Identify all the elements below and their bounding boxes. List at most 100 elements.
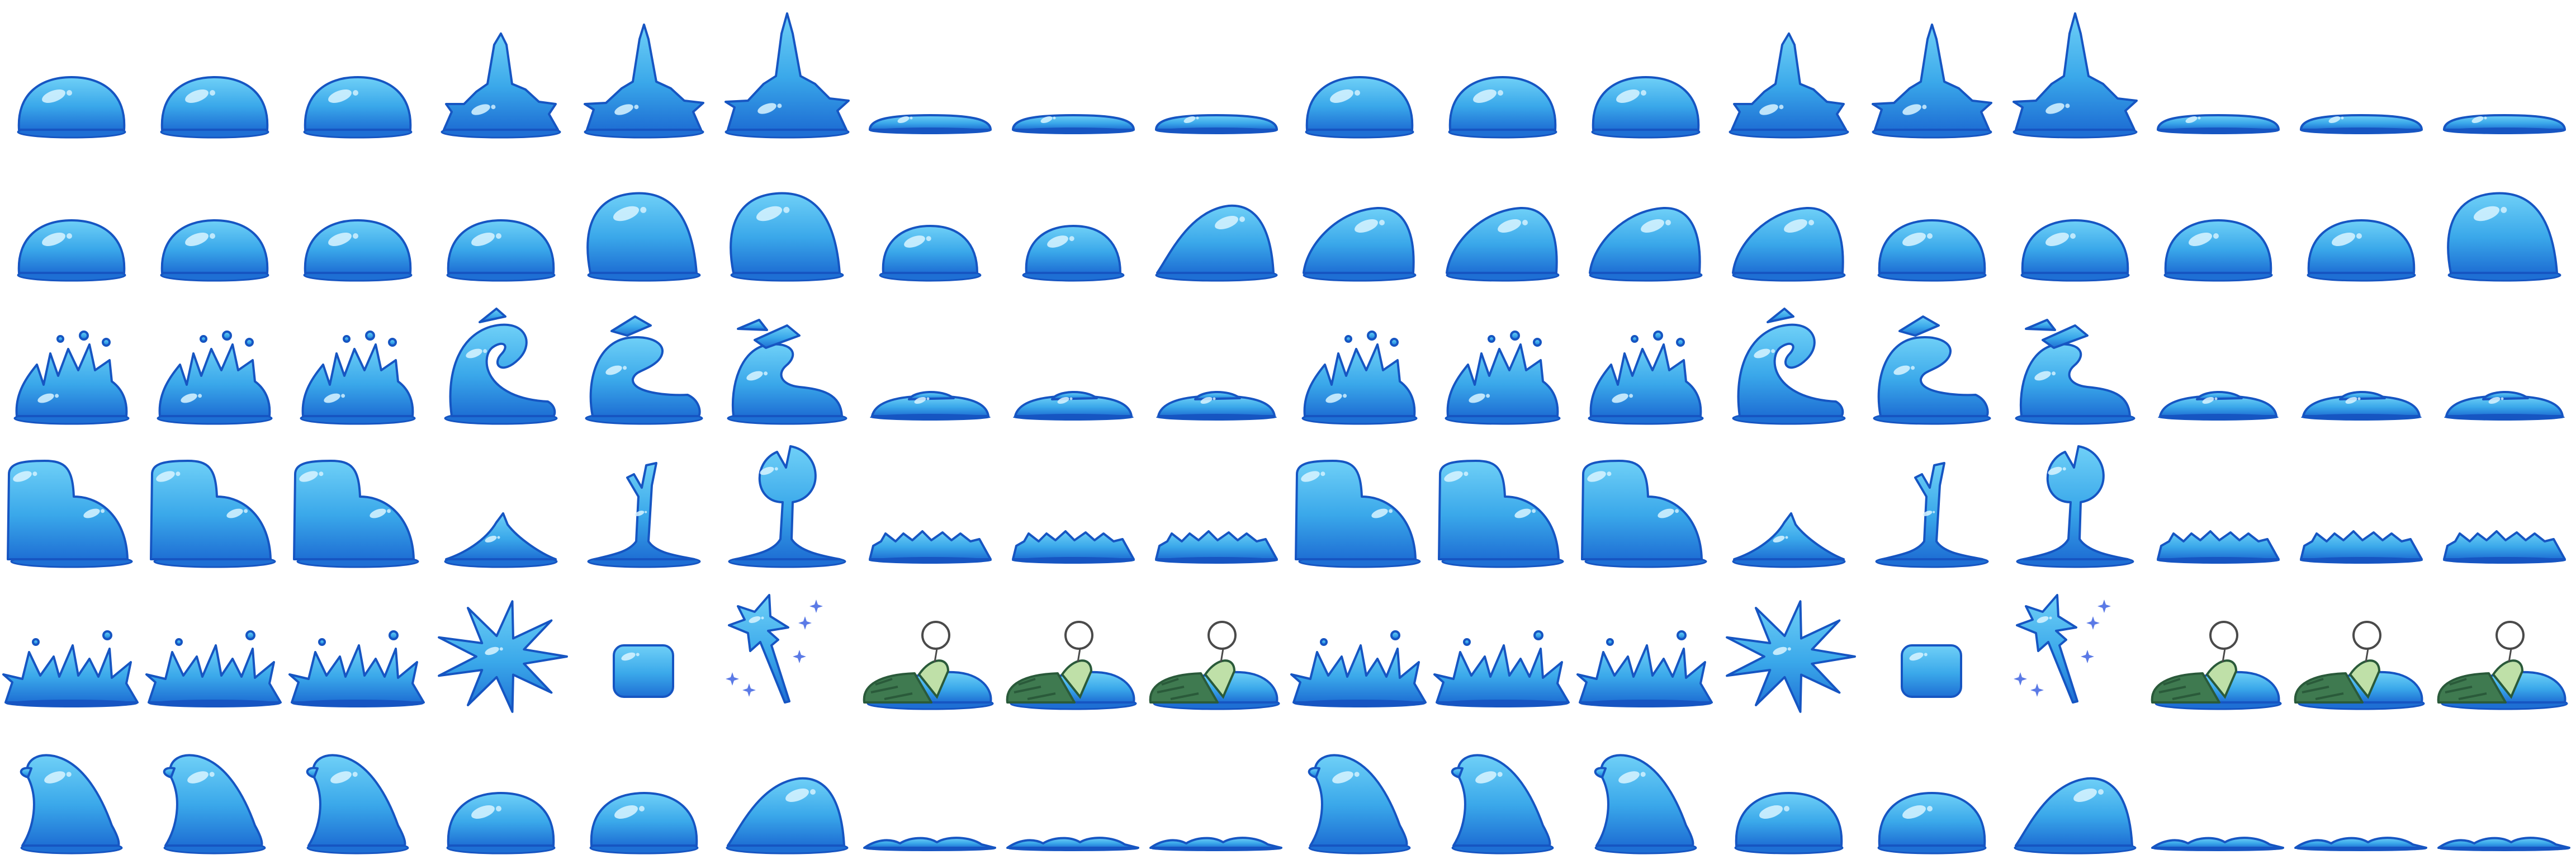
sprite-stalk — [587, 462, 701, 568]
sprite-ripple — [1006, 837, 1139, 851]
row-burst-star-sleep — [2, 594, 2568, 713]
sprite-block — [293, 460, 419, 568]
sprite-spikes — [288, 630, 425, 707]
sprite-bumps — [1012, 530, 1135, 564]
sprite-block — [150, 460, 276, 568]
sprite-sleep — [863, 621, 994, 710]
sprite-bumps — [2300, 530, 2423, 564]
sprite-dome — [160, 76, 269, 139]
sprite-dome — [1877, 219, 1987, 282]
sprite-puddle — [870, 391, 991, 421]
sprite-small — [879, 225, 982, 282]
sprite-wave — [306, 754, 409, 855]
sprite-block — [1581, 460, 1707, 568]
sprite-sleep — [1006, 621, 1137, 710]
sprite-tall — [730, 192, 844, 282]
sprite-tall — [2447, 192, 2561, 282]
sprite-ripple — [863, 837, 996, 851]
sprite-wave — [163, 754, 266, 855]
sprite-bumps — [2157, 530, 2280, 564]
sprite-dome — [2020, 219, 2130, 282]
sprite-burst — [1726, 600, 1856, 713]
sprite-hook2 — [1873, 315, 1991, 425]
sprite-spikes — [1433, 630, 1570, 707]
sprite-star — [2014, 594, 2111, 704]
sprite-wave — [20, 754, 123, 855]
sprite-dome — [446, 219, 556, 282]
sprite-bumps — [1155, 530, 1278, 564]
sprite-block — [7, 460, 133, 568]
sprite-dome — [589, 792, 699, 855]
sprite-dome — [1591, 76, 1701, 139]
sprite-wave — [1451, 754, 1554, 855]
sprite-dome — [17, 76, 126, 139]
sprite-block — [1295, 460, 1421, 568]
sprite-dome — [1448, 76, 1557, 139]
sprite-flat — [2443, 114, 2566, 134]
sprite-mound — [1155, 204, 1278, 282]
sprite-flat — [2157, 114, 2280, 134]
sprite-dome — [1305, 76, 1414, 139]
sprite-peak — [444, 512, 558, 568]
sprite-small — [1022, 225, 1125, 282]
sprite-sleep — [2294, 621, 2425, 710]
sprite-puddle — [2444, 391, 2565, 421]
sprite-splash — [1301, 331, 1418, 425]
sprite-flat — [1155, 114, 1278, 134]
sprite-hook3 — [2015, 319, 2135, 425]
sprite-splash — [300, 331, 416, 425]
sprite-dome — [160, 219, 269, 282]
sprite-puddle — [1013, 391, 1134, 421]
sprite-lean — [1303, 206, 1417, 282]
sprite-ripple — [2294, 837, 2427, 851]
sprite-mound — [2014, 777, 2137, 855]
sprite-dome — [1877, 792, 1987, 855]
sprite-mound — [726, 777, 849, 855]
sprite-lean — [1732, 206, 1846, 282]
sprite-splash — [157, 331, 273, 425]
sprite-ripple — [1149, 837, 1282, 851]
sprite-spikes — [1576, 630, 1713, 707]
sprite-dome — [446, 792, 556, 855]
sprite-hook1 — [1732, 308, 1846, 425]
sprite-hook1 — [444, 308, 558, 425]
sprite-axe — [728, 445, 846, 568]
sprite-spike3 — [724, 12, 850, 139]
row-wave-recover — [20, 754, 2570, 855]
sprite-splash — [13, 331, 130, 425]
sprite-dome — [2163, 219, 2273, 282]
sprite-dome — [1734, 792, 1844, 855]
sprite-cube — [1901, 644, 1962, 698]
sprite-bumps — [869, 530, 992, 564]
sprite-block — [1438, 460, 1564, 568]
sprite-dome — [303, 219, 413, 282]
sprite-flat — [2300, 114, 2423, 134]
sprite-spikes — [1290, 630, 1427, 707]
row-squash-stretch — [17, 192, 2561, 282]
sprite-spike3 — [2012, 12, 2138, 139]
sprite-hook2 — [585, 315, 703, 425]
sprite-star — [726, 594, 823, 704]
sprite-flat — [1012, 114, 1135, 134]
sprite-sleep — [2437, 621, 2568, 710]
sprite-burst — [438, 600, 568, 713]
sprite-spike2 — [584, 23, 704, 139]
sprite-dome — [303, 76, 413, 139]
sprite-flat — [869, 114, 992, 134]
sprite-bumps — [2443, 530, 2566, 564]
sprite-tall — [586, 192, 701, 282]
sprite-spike1 — [1729, 32, 1849, 139]
sprite-puddle — [2158, 391, 2279, 421]
sprite-hook3 — [727, 319, 847, 425]
sprite-ripple — [2437, 837, 2570, 851]
sprite-puddle — [1156, 391, 1277, 421]
row-block-axe-bumps — [7, 445, 2566, 568]
sprite-ripple — [2151, 837, 2284, 851]
sprite-grid — [2, 12, 2570, 855]
row-idle-spike-flat — [17, 12, 2566, 139]
sprite-puddle — [2301, 391, 2422, 421]
sprite-spike1 — [441, 32, 561, 139]
sprite-dome — [2307, 219, 2416, 282]
